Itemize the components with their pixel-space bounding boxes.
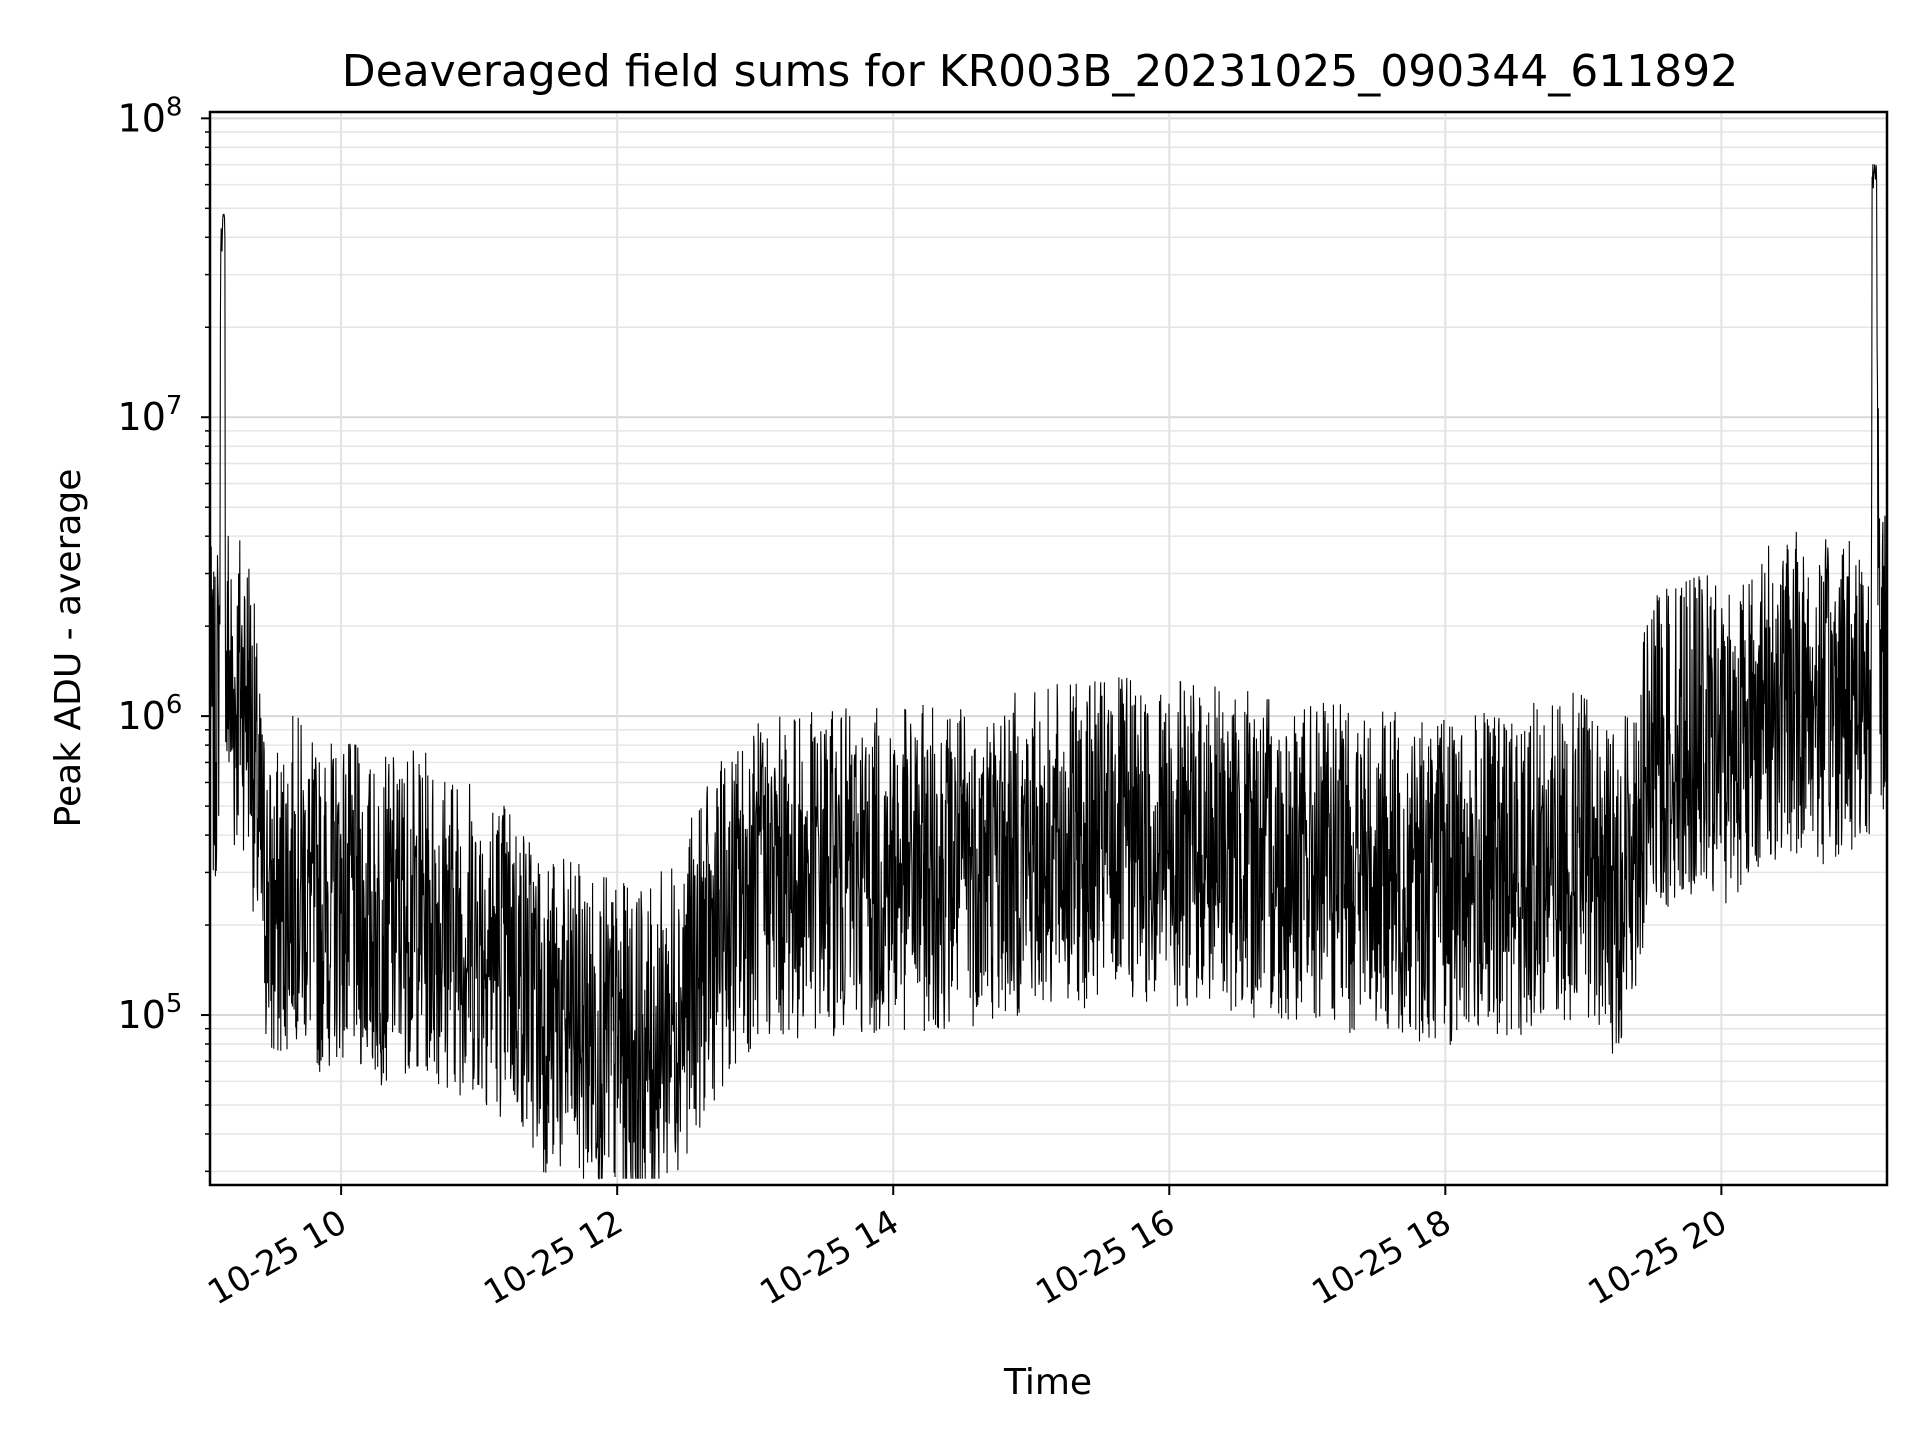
y-tick-label-exponent: 5 bbox=[166, 989, 183, 1019]
y-tick-label: 107 bbox=[118, 391, 183, 439]
x-tick-label: 10-25 12 bbox=[477, 1202, 629, 1313]
y-tick-label-base: 10 bbox=[118, 395, 166, 439]
y-tick-label-base: 10 bbox=[118, 96, 166, 140]
y-tick-label-base: 10 bbox=[118, 694, 166, 738]
x-tick-label: 10-25 16 bbox=[1029, 1202, 1181, 1313]
x-tick-label: 10-25 20 bbox=[1581, 1202, 1733, 1313]
grid-lines bbox=[210, 112, 1887, 1185]
y-tick-label-exponent: 8 bbox=[166, 92, 183, 122]
plot-frame bbox=[208, 110, 1889, 1187]
x-axis-ticks: 10-25 10 10-25 12 10-25 14 10-25 16 10-25 18… bbox=[201, 1185, 1734, 1313]
y-tick-label-base: 10 bbox=[118, 993, 166, 1037]
y-tick-label: 105 bbox=[118, 989, 183, 1037]
y-tick-label: 106 bbox=[118, 690, 183, 738]
x-tick-label: 10-25 14 bbox=[753, 1202, 905, 1313]
y-tick-label-exponent: 6 bbox=[166, 690, 183, 720]
x-tick-label: 10-25 18 bbox=[1305, 1202, 1457, 1313]
series-layer bbox=[209, 164, 1888, 1180]
y-axis-label: Peak ADU - average bbox=[48, 469, 89, 828]
y-tick-label: 108 bbox=[118, 92, 183, 140]
x-tick-label: 10-25 10 bbox=[201, 1202, 353, 1313]
x-axis-label: Time bbox=[1003, 1362, 1092, 1403]
series-line bbox=[209, 164, 1888, 1180]
chart-title: Deaveraged field sums for KR003B_2023102… bbox=[342, 46, 1738, 97]
y-tick-label-exponent: 7 bbox=[166, 391, 183, 421]
